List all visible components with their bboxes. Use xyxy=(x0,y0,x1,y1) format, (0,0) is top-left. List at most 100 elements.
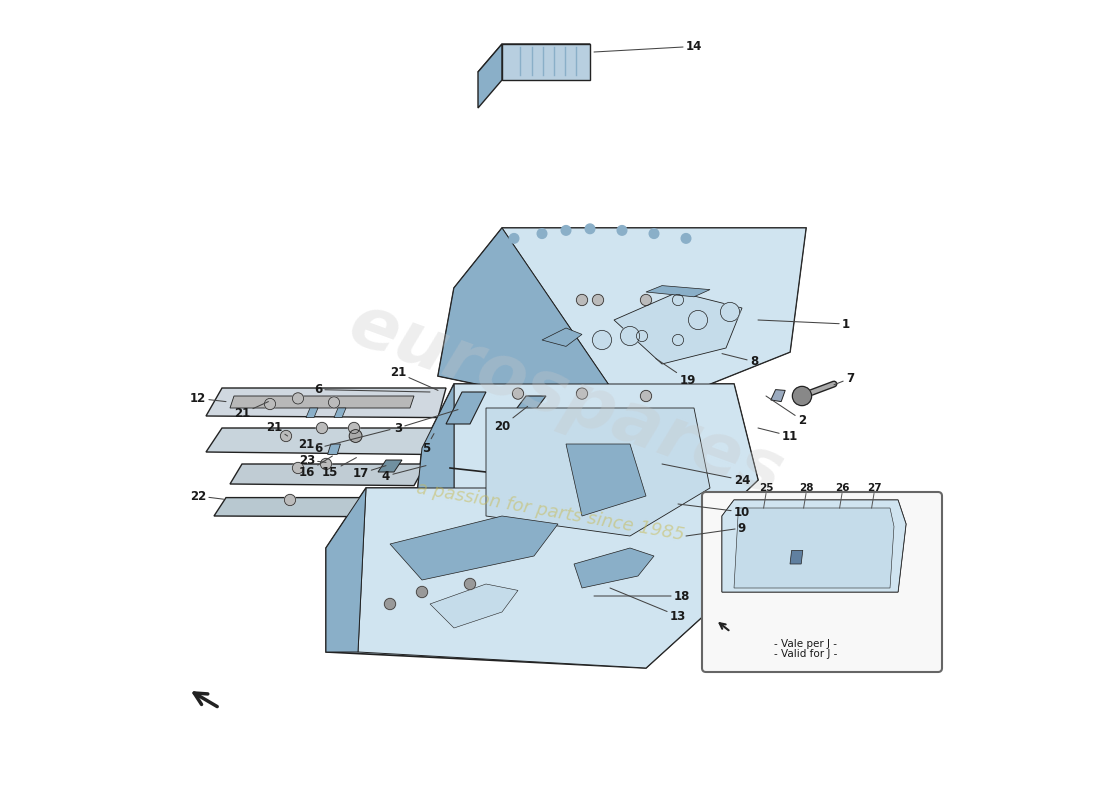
Text: 28: 28 xyxy=(799,483,813,493)
Polygon shape xyxy=(502,44,590,80)
Circle shape xyxy=(593,330,612,350)
Polygon shape xyxy=(326,488,734,668)
Text: 23: 23 xyxy=(299,454,326,466)
FancyBboxPatch shape xyxy=(702,492,942,672)
Circle shape xyxy=(576,294,587,306)
Circle shape xyxy=(329,397,340,408)
Circle shape xyxy=(320,458,331,470)
Text: 7: 7 xyxy=(834,372,854,385)
Text: 1: 1 xyxy=(758,318,850,330)
Text: - Vale per J -: - Vale per J - xyxy=(774,639,837,649)
Text: 12: 12 xyxy=(190,392,226,405)
Text: 13: 13 xyxy=(610,588,686,622)
Polygon shape xyxy=(454,384,758,556)
Text: 18: 18 xyxy=(594,590,690,602)
Circle shape xyxy=(384,598,396,610)
Polygon shape xyxy=(446,392,486,424)
Polygon shape xyxy=(390,516,558,580)
Circle shape xyxy=(293,462,304,474)
Polygon shape xyxy=(328,444,340,454)
Circle shape xyxy=(417,586,428,598)
Circle shape xyxy=(317,422,328,434)
Polygon shape xyxy=(502,228,806,416)
Polygon shape xyxy=(230,396,414,408)
Text: 14: 14 xyxy=(594,40,702,53)
Text: 4: 4 xyxy=(382,466,426,482)
Text: 10: 10 xyxy=(678,504,750,518)
Circle shape xyxy=(792,386,812,406)
Text: 17: 17 xyxy=(352,466,386,480)
Text: 8: 8 xyxy=(722,354,758,368)
Polygon shape xyxy=(722,500,906,592)
Polygon shape xyxy=(414,384,758,556)
Polygon shape xyxy=(334,408,346,418)
Circle shape xyxy=(537,229,547,238)
Polygon shape xyxy=(566,444,646,516)
Circle shape xyxy=(640,390,651,402)
Text: 19: 19 xyxy=(656,358,696,386)
Polygon shape xyxy=(574,548,654,588)
Text: 15: 15 xyxy=(322,458,356,478)
Circle shape xyxy=(264,398,276,410)
Polygon shape xyxy=(790,550,803,564)
Circle shape xyxy=(617,226,627,235)
Text: 21: 21 xyxy=(389,366,438,390)
Polygon shape xyxy=(414,384,454,532)
Text: 11: 11 xyxy=(758,428,799,442)
Text: 9: 9 xyxy=(686,522,746,536)
Circle shape xyxy=(293,393,304,404)
Polygon shape xyxy=(438,228,806,416)
Circle shape xyxy=(681,234,691,243)
Circle shape xyxy=(585,224,595,234)
Circle shape xyxy=(285,494,296,506)
Text: 25: 25 xyxy=(759,483,773,493)
Polygon shape xyxy=(438,228,630,416)
Text: 3: 3 xyxy=(394,410,458,434)
Polygon shape xyxy=(478,44,590,72)
Polygon shape xyxy=(378,460,402,472)
Text: 6: 6 xyxy=(314,430,390,454)
Circle shape xyxy=(620,326,639,346)
Circle shape xyxy=(720,302,739,322)
Circle shape xyxy=(349,430,362,442)
Circle shape xyxy=(649,229,659,238)
Polygon shape xyxy=(722,500,906,592)
Text: 22: 22 xyxy=(190,490,223,502)
Polygon shape xyxy=(614,292,742,364)
Text: 5: 5 xyxy=(422,434,435,454)
Polygon shape xyxy=(230,464,426,486)
Polygon shape xyxy=(734,508,894,588)
Text: 27: 27 xyxy=(867,483,881,493)
Circle shape xyxy=(637,330,648,342)
Polygon shape xyxy=(358,488,734,668)
Circle shape xyxy=(464,578,475,590)
Circle shape xyxy=(640,294,651,306)
Polygon shape xyxy=(771,390,785,402)
Polygon shape xyxy=(430,584,518,628)
Text: 6: 6 xyxy=(314,383,430,396)
Text: 2: 2 xyxy=(766,396,806,426)
Circle shape xyxy=(593,294,604,306)
Text: 21: 21 xyxy=(298,438,322,451)
Text: eurospares: eurospares xyxy=(340,290,792,510)
Text: 21: 21 xyxy=(266,421,287,436)
Circle shape xyxy=(576,388,587,399)
Polygon shape xyxy=(646,286,710,297)
Circle shape xyxy=(349,422,360,434)
Polygon shape xyxy=(206,388,446,418)
Polygon shape xyxy=(486,408,710,536)
Circle shape xyxy=(509,234,519,243)
Text: a passion for parts since 1985: a passion for parts since 1985 xyxy=(415,479,685,545)
Polygon shape xyxy=(206,428,438,454)
Circle shape xyxy=(672,294,683,306)
Text: - Valid for J -: - Valid for J - xyxy=(774,649,838,658)
Text: 21: 21 xyxy=(234,402,268,420)
Polygon shape xyxy=(326,488,366,652)
Text: 20: 20 xyxy=(494,406,528,433)
Polygon shape xyxy=(306,408,318,418)
Circle shape xyxy=(561,226,571,235)
Text: 24: 24 xyxy=(662,464,750,486)
Circle shape xyxy=(672,334,683,346)
Polygon shape xyxy=(542,328,582,346)
Polygon shape xyxy=(478,44,502,108)
